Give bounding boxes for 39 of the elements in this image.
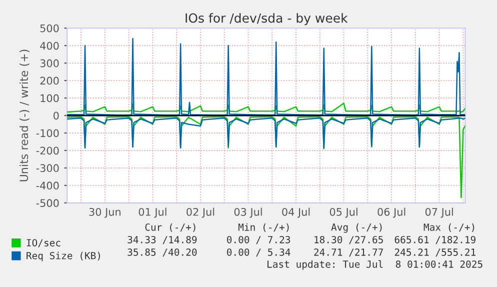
- text: Min (-/+): [238, 223, 289, 232]
- x-tick-label: 06 Jul: [378, 208, 406, 218]
- text: 665.61 /182.19: [394, 236, 476, 244]
- text: Last update: Tue Jul 8 01:00:41 2025: [268, 260, 482, 270]
- x-tick-label: 01 Jul: [138, 208, 166, 218]
- x-tick-label: 03 Jul: [234, 208, 262, 218]
- text: 18.30 /27.65: [314, 236, 383, 244]
- line-series: [67, 118, 466, 148]
- y-tick-label: -300: [36, 164, 59, 172]
- text: Avg (-/+): [331, 223, 382, 233]
- text: Cur (-/+): [145, 223, 196, 232]
- y-tick-label: -400: [36, 182, 59, 190]
- y-tick-label: 400: [40, 42, 59, 50]
- y-tick-label: 200: [40, 76, 59, 85]
- x-tick-label: 30 Jun: [89, 208, 120, 218]
- text: 0.00 / 5.34: [226, 248, 290, 257]
- y-tick-label: -100: [36, 129, 59, 138]
- y-tick-label: -500: [36, 199, 59, 208]
- x-tick-label: 05 Jul: [330, 208, 358, 218]
- legend-label: IO/sec: [26, 239, 60, 248]
- line-series: [67, 102, 466, 113]
- text: 34.33 /14.89: [128, 236, 197, 244]
- text: 245.21 /555.21: [394, 248, 476, 257]
- y-tick-label: 100: [40, 94, 59, 102]
- text: 24.71 /21.77: [314, 248, 383, 257]
- y-tick-label: 300: [40, 59, 59, 68]
- x-tick-label: 07 Jul: [425, 208, 453, 218]
- y-tick-label: -200: [36, 146, 59, 155]
- x-tick-label: 02 Jul: [186, 208, 214, 218]
- text: 0.00 / 7.23: [226, 236, 290, 244]
- text: 35.85 /40.20: [128, 248, 197, 257]
- chart-title: IOs for /dev/sda - by week: [186, 13, 348, 26]
- y-tick-label: 0: [54, 112, 59, 120]
- line-series: [67, 38, 466, 116]
- x-tick-label: 04 Jul: [282, 208, 310, 218]
- y-tick-label: 500: [40, 24, 59, 32]
- y-axis-title: Units read (-) / write (+): [20, 50, 30, 182]
- legend-label: Req Size (KB): [26, 252, 100, 262]
- text: Max (-/+): [424, 223, 474, 232]
